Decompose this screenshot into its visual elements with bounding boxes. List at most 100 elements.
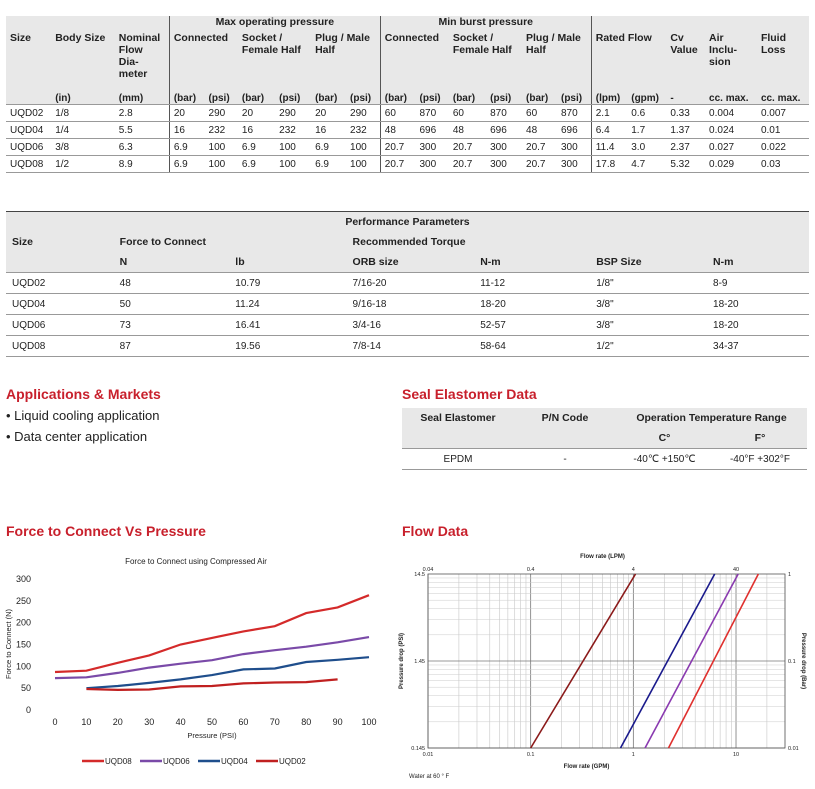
table-cell: 20	[311, 104, 347, 122]
table-cell: UQD08	[6, 155, 52, 173]
unit-label: (psi)	[346, 86, 381, 105]
perf-size-header: Size	[6, 232, 114, 252]
flow-series-line	[644, 573, 739, 749]
table-cell: 232	[275, 121, 312, 139]
table-cell: 6.9	[237, 155, 276, 173]
table-cell: 16	[168, 121, 205, 139]
table-cell: 60	[522, 104, 557, 122]
y-tick-label: 0	[26, 705, 31, 715]
bottom-axis-label: Flow rate (GPM)	[564, 764, 610, 770]
legend-label: UQD08	[105, 757, 132, 766]
cv-value-header: Cv Value	[666, 32, 705, 86]
table-row: UQD06 73 16.41 3/4-16 52-57 3/8" 18-20	[6, 314, 809, 336]
y-tick-label: 100	[16, 661, 31, 671]
table-cell: UQD06	[6, 138, 52, 156]
table-cell: 60	[448, 104, 487, 122]
table-cell: 0.027	[705, 138, 757, 156]
burst-socket-header: Socket / Female Half	[449, 32, 522, 86]
max-connected-header: Connected	[168, 32, 238, 86]
burst-plug-header: Plug / Male Half	[522, 32, 591, 86]
unit-label: (bar)	[311, 86, 347, 105]
flow-series-line	[667, 573, 760, 749]
table-row: UQD04 1/4 5.5 16 232 16 232 16 232 48 696 48 696 48 69…	[6, 121, 809, 139]
left-tick-label: 14.5	[414, 572, 425, 578]
left-tick-label: 1.45	[414, 659, 425, 665]
table-cell: 3.0	[627, 138, 667, 156]
burst-socket-header-line: Socket /	[452, 32, 494, 44]
table-cell: 6.9	[311, 155, 347, 173]
table-cell: 100	[204, 138, 238, 156]
x-axis-label: Pressure (PSI)	[187, 731, 237, 740]
table-cell: 1/4	[51, 121, 115, 139]
x-tick-label: 100	[361, 717, 376, 727]
cv-value-header-line: Cv	[670, 32, 684, 44]
table-cell: 20	[237, 104, 276, 122]
x-tick-label: 50	[207, 717, 217, 727]
y-tick-label: 150	[16, 640, 31, 650]
table-cell: 0.6	[627, 104, 667, 122]
max-operating-pressure-header: Max operating pressure	[168, 16, 381, 32]
nominal-flow-diameter-header-line: Nominal	[118, 32, 161, 44]
table-cell: 696	[486, 121, 523, 139]
unit-label: (psi)	[275, 86, 312, 105]
burst-plug-header-line: Half	[526, 44, 546, 56]
table-cell: 11.24	[229, 293, 347, 315]
table-cell: 1/8"	[590, 272, 708, 294]
body-size-header: Body Size	[55, 32, 106, 44]
table-cell: 100	[346, 138, 381, 156]
application-text: Data center application	[14, 429, 148, 444]
unit-label: (bar)	[522, 86, 557, 105]
unit-label: (psi)	[415, 86, 449, 105]
table-cell: UQD04	[6, 121, 52, 139]
table-cell: 100	[275, 138, 312, 156]
fluid-loss-header-line: Fluid	[760, 32, 787, 44]
series-line-uqd02	[86, 678, 338, 692]
table-cell: 1.7	[627, 121, 667, 139]
bullet-icon: •	[6, 429, 15, 444]
fluid-loss-header-line: Loss	[760, 44, 786, 56]
table-cell: 300	[486, 155, 523, 173]
table-cell: 696	[415, 121, 449, 139]
max-socket-header-line: Socket /	[241, 32, 283, 44]
perf-unit-label: N-m	[474, 252, 591, 273]
unit-label: (in)	[51, 86, 115, 105]
table-cell: 20.7	[522, 138, 557, 156]
table-cell: 87	[113, 335, 230, 357]
table-cell: 48	[379, 121, 416, 139]
table-cell: 11-12	[474, 272, 591, 294]
table-cell: 0.024	[705, 121, 757, 139]
recommended-torque-header: Recommended Torque	[346, 232, 809, 252]
table-row: UQD02 48 10.79 7/16-20 11-12 1/8" 8-9	[6, 272, 809, 294]
table-cell: 19.56	[229, 335, 347, 357]
max-plug-header-line: Half	[315, 44, 335, 56]
x-tick-label: 30	[144, 717, 154, 727]
nominal-flow-diameter-header-line: meter	[118, 68, 148, 80]
perf-unit-label: ORB size	[346, 252, 475, 273]
y-tick-label: 250	[16, 596, 31, 606]
table-cell: 1/8	[51, 104, 115, 122]
table-cell: 290	[275, 104, 312, 122]
table-cell: 18-20	[707, 293, 809, 315]
table-cell: 58-64	[474, 335, 591, 357]
table-cell: 100	[204, 155, 238, 173]
x-tick-label: 70	[270, 717, 280, 727]
chart-note: Water at 60 ° F	[409, 774, 450, 780]
table-cell: 4.7	[627, 155, 667, 173]
unit-label: (gpm)	[627, 86, 667, 105]
rated-flow-header: Rated Flow	[590, 32, 667, 86]
unit-label: (lpm)	[590, 86, 628, 105]
flow-data-chart: 0.01 0.1 1 10 0.04 0.4 4 40 14.5 1.45 0.145 1 0.1 0.0…	[399, 554, 806, 780]
right-tick-label: 0.1	[788, 659, 796, 665]
celsius-header: C°	[616, 428, 713, 449]
table-cell: 300	[486, 138, 523, 156]
list-item: • Liquid cooling application	[6, 408, 159, 429]
table-cell: 300	[556, 155, 592, 173]
max-socket-header: Socket / Female Half	[238, 32, 311, 86]
table-cell: 7/8-14	[346, 335, 475, 357]
table-cell: 0.029	[705, 155, 757, 173]
table-cell: 20.7	[448, 138, 487, 156]
legend-label: UQD04	[221, 757, 248, 766]
table-cell: 2.37	[666, 138, 706, 156]
burst-plug-header-line: Plug / Male	[526, 32, 581, 44]
max-socket-header-line: Female Half	[241, 44, 301, 56]
